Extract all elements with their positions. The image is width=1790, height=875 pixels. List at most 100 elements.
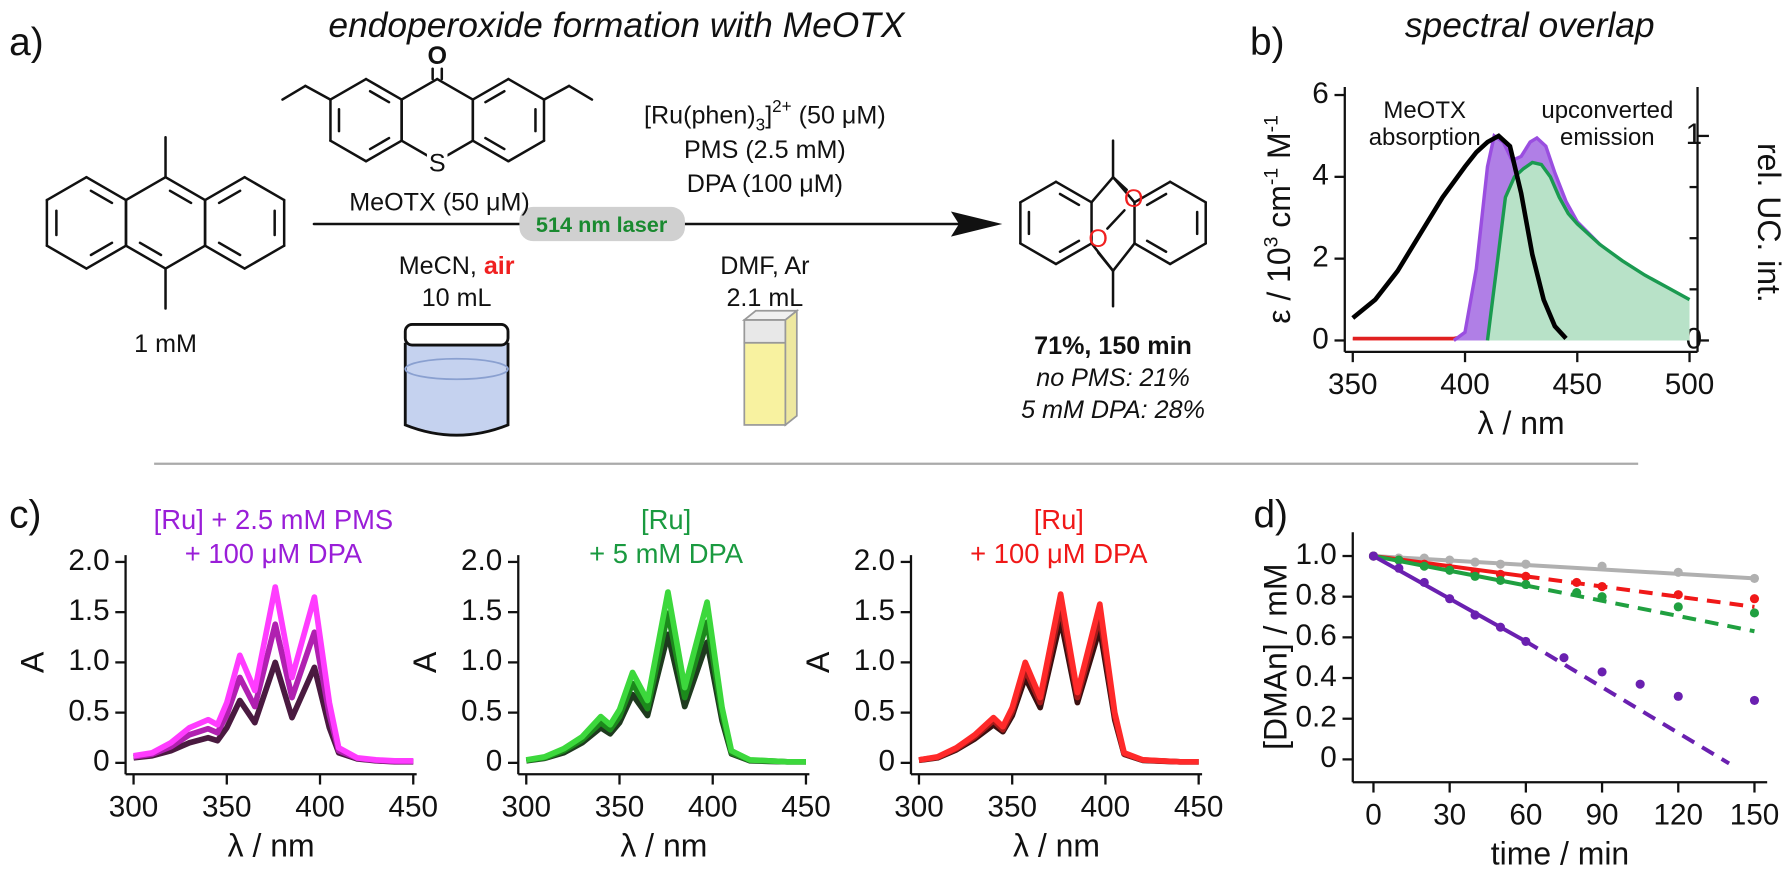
x-tick-label: 450 <box>1174 790 1224 823</box>
bond <box>368 136 391 151</box>
y-axis-label: A <box>800 651 836 673</box>
y-axis-label: ε / 103 cm-1 M-1 <box>1260 115 1297 324</box>
data-point <box>1470 610 1480 620</box>
bond <box>124 244 167 270</box>
y-tick-label: 0 <box>93 745 110 778</box>
bond <box>1019 242 1058 266</box>
x-tick-label: 350 <box>202 790 252 823</box>
laser-box <box>519 206 685 242</box>
x-tick-label: 350 <box>595 790 645 823</box>
x-tick-label: 400 <box>295 790 345 823</box>
y-tick-label: 1.0 <box>1296 538 1337 571</box>
x-tick-label: 400 <box>1440 368 1490 401</box>
y-tick-label: 1.5 <box>854 594 895 627</box>
bond <box>203 244 246 270</box>
data-point <box>1394 555 1404 565</box>
y-tick-label: 2 <box>1312 240 1329 273</box>
y-tick-label: 1.0 <box>68 644 109 677</box>
data-point <box>1673 602 1683 612</box>
bond <box>1090 175 1115 204</box>
laser-label: 514 nm laser <box>536 212 668 237</box>
bond <box>138 241 163 257</box>
data-point <box>1445 565 1455 575</box>
data-point <box>1495 622 1506 632</box>
condition: DMF, Ar <box>720 252 809 280</box>
atom-label: O <box>1124 185 1144 213</box>
chart-title: [Ru] + 2.5 mM PMS <box>154 504 394 535</box>
bond <box>1058 239 1081 254</box>
jar-liquid <box>404 357 509 381</box>
bond <box>1019 180 1058 204</box>
bond <box>471 139 510 163</box>
data-point <box>1749 695 1760 705</box>
y-tick-label: 2.0 <box>68 544 109 577</box>
bond <box>243 175 286 202</box>
bond <box>85 175 128 202</box>
x-tick-label: 400 <box>688 790 738 823</box>
area-fill <box>1487 162 1690 341</box>
x-tick-label: 30 <box>1433 798 1466 831</box>
data-point <box>1368 551 1379 561</box>
y2-axis-label: rel. UC. int. <box>1751 143 1787 303</box>
formula-part: [Ru(phen) <box>644 102 756 130</box>
bond <box>217 189 242 205</box>
data-point <box>1495 559 1506 569</box>
y-tick-label: 0 <box>1312 322 1329 355</box>
x-tick-label: 350 <box>987 790 1037 823</box>
formula-subscript: 3 <box>756 115 766 134</box>
chart-title: + 5 mM DPA <box>589 538 744 569</box>
bond <box>304 84 332 101</box>
scheme-title: endoperoxide formation with MeOTX <box>328 6 906 45</box>
data-point <box>1749 573 1760 583</box>
bond <box>507 77 546 101</box>
bond <box>542 84 571 101</box>
bond <box>124 175 167 202</box>
annotation: MeOTX <box>1383 97 1466 124</box>
panel-label: c) <box>9 494 41 537</box>
annotation: absorption <box>1369 124 1481 151</box>
y-tick-label: 0.4 <box>1296 660 1337 693</box>
label-superscript: -1 <box>1260 115 1282 132</box>
data-point <box>1521 559 1531 569</box>
condition: 2.1 mL <box>726 284 803 312</box>
atom-label: S <box>429 150 446 178</box>
condition-part: air <box>484 252 515 280</box>
bond <box>85 244 128 270</box>
bond <box>368 89 391 104</box>
chart-title: + 100 μM DPA <box>970 538 1148 569</box>
data-point <box>1572 577 1582 588</box>
bond <box>281 84 307 101</box>
data-point <box>1470 557 1480 567</box>
bond <box>484 136 506 151</box>
x-axis-label: λ / nm <box>1013 827 1100 863</box>
spectrum-line <box>918 591 1199 765</box>
label-part: M <box>1261 132 1297 168</box>
x-tick-label: 450 <box>388 790 438 823</box>
bond <box>164 244 207 270</box>
data-point <box>1470 571 1480 581</box>
bond <box>329 77 368 101</box>
y-tick-label: 0.2 <box>1296 701 1337 734</box>
bond <box>217 241 242 257</box>
y-tick-label: 0.5 <box>854 694 895 727</box>
jar <box>403 342 510 437</box>
data-point <box>1495 575 1506 585</box>
data-point <box>1559 653 1569 663</box>
y-tick-label: 0 <box>878 745 895 778</box>
data-point <box>1521 636 1531 646</box>
label-part: ε / 10 <box>1261 247 1297 323</box>
formula-part: (50 μM) <box>792 102 886 130</box>
y-tick-label: 0 <box>1320 741 1337 774</box>
data-point <box>1394 563 1404 573</box>
data-point <box>1445 594 1455 604</box>
bond <box>45 175 88 202</box>
fit-line <box>1373 554 1755 581</box>
x-axis-label: λ / nm <box>620 827 707 863</box>
control-result: no PMS: 21% <box>1036 364 1190 392</box>
data-point <box>1749 608 1760 618</box>
chart-title: spectral overlap <box>1405 6 1655 45</box>
bond <box>203 175 246 202</box>
bond <box>1111 242 1136 273</box>
x-axis-label: λ / nm <box>228 827 315 863</box>
x-tick-label: 90 <box>1586 798 1619 831</box>
